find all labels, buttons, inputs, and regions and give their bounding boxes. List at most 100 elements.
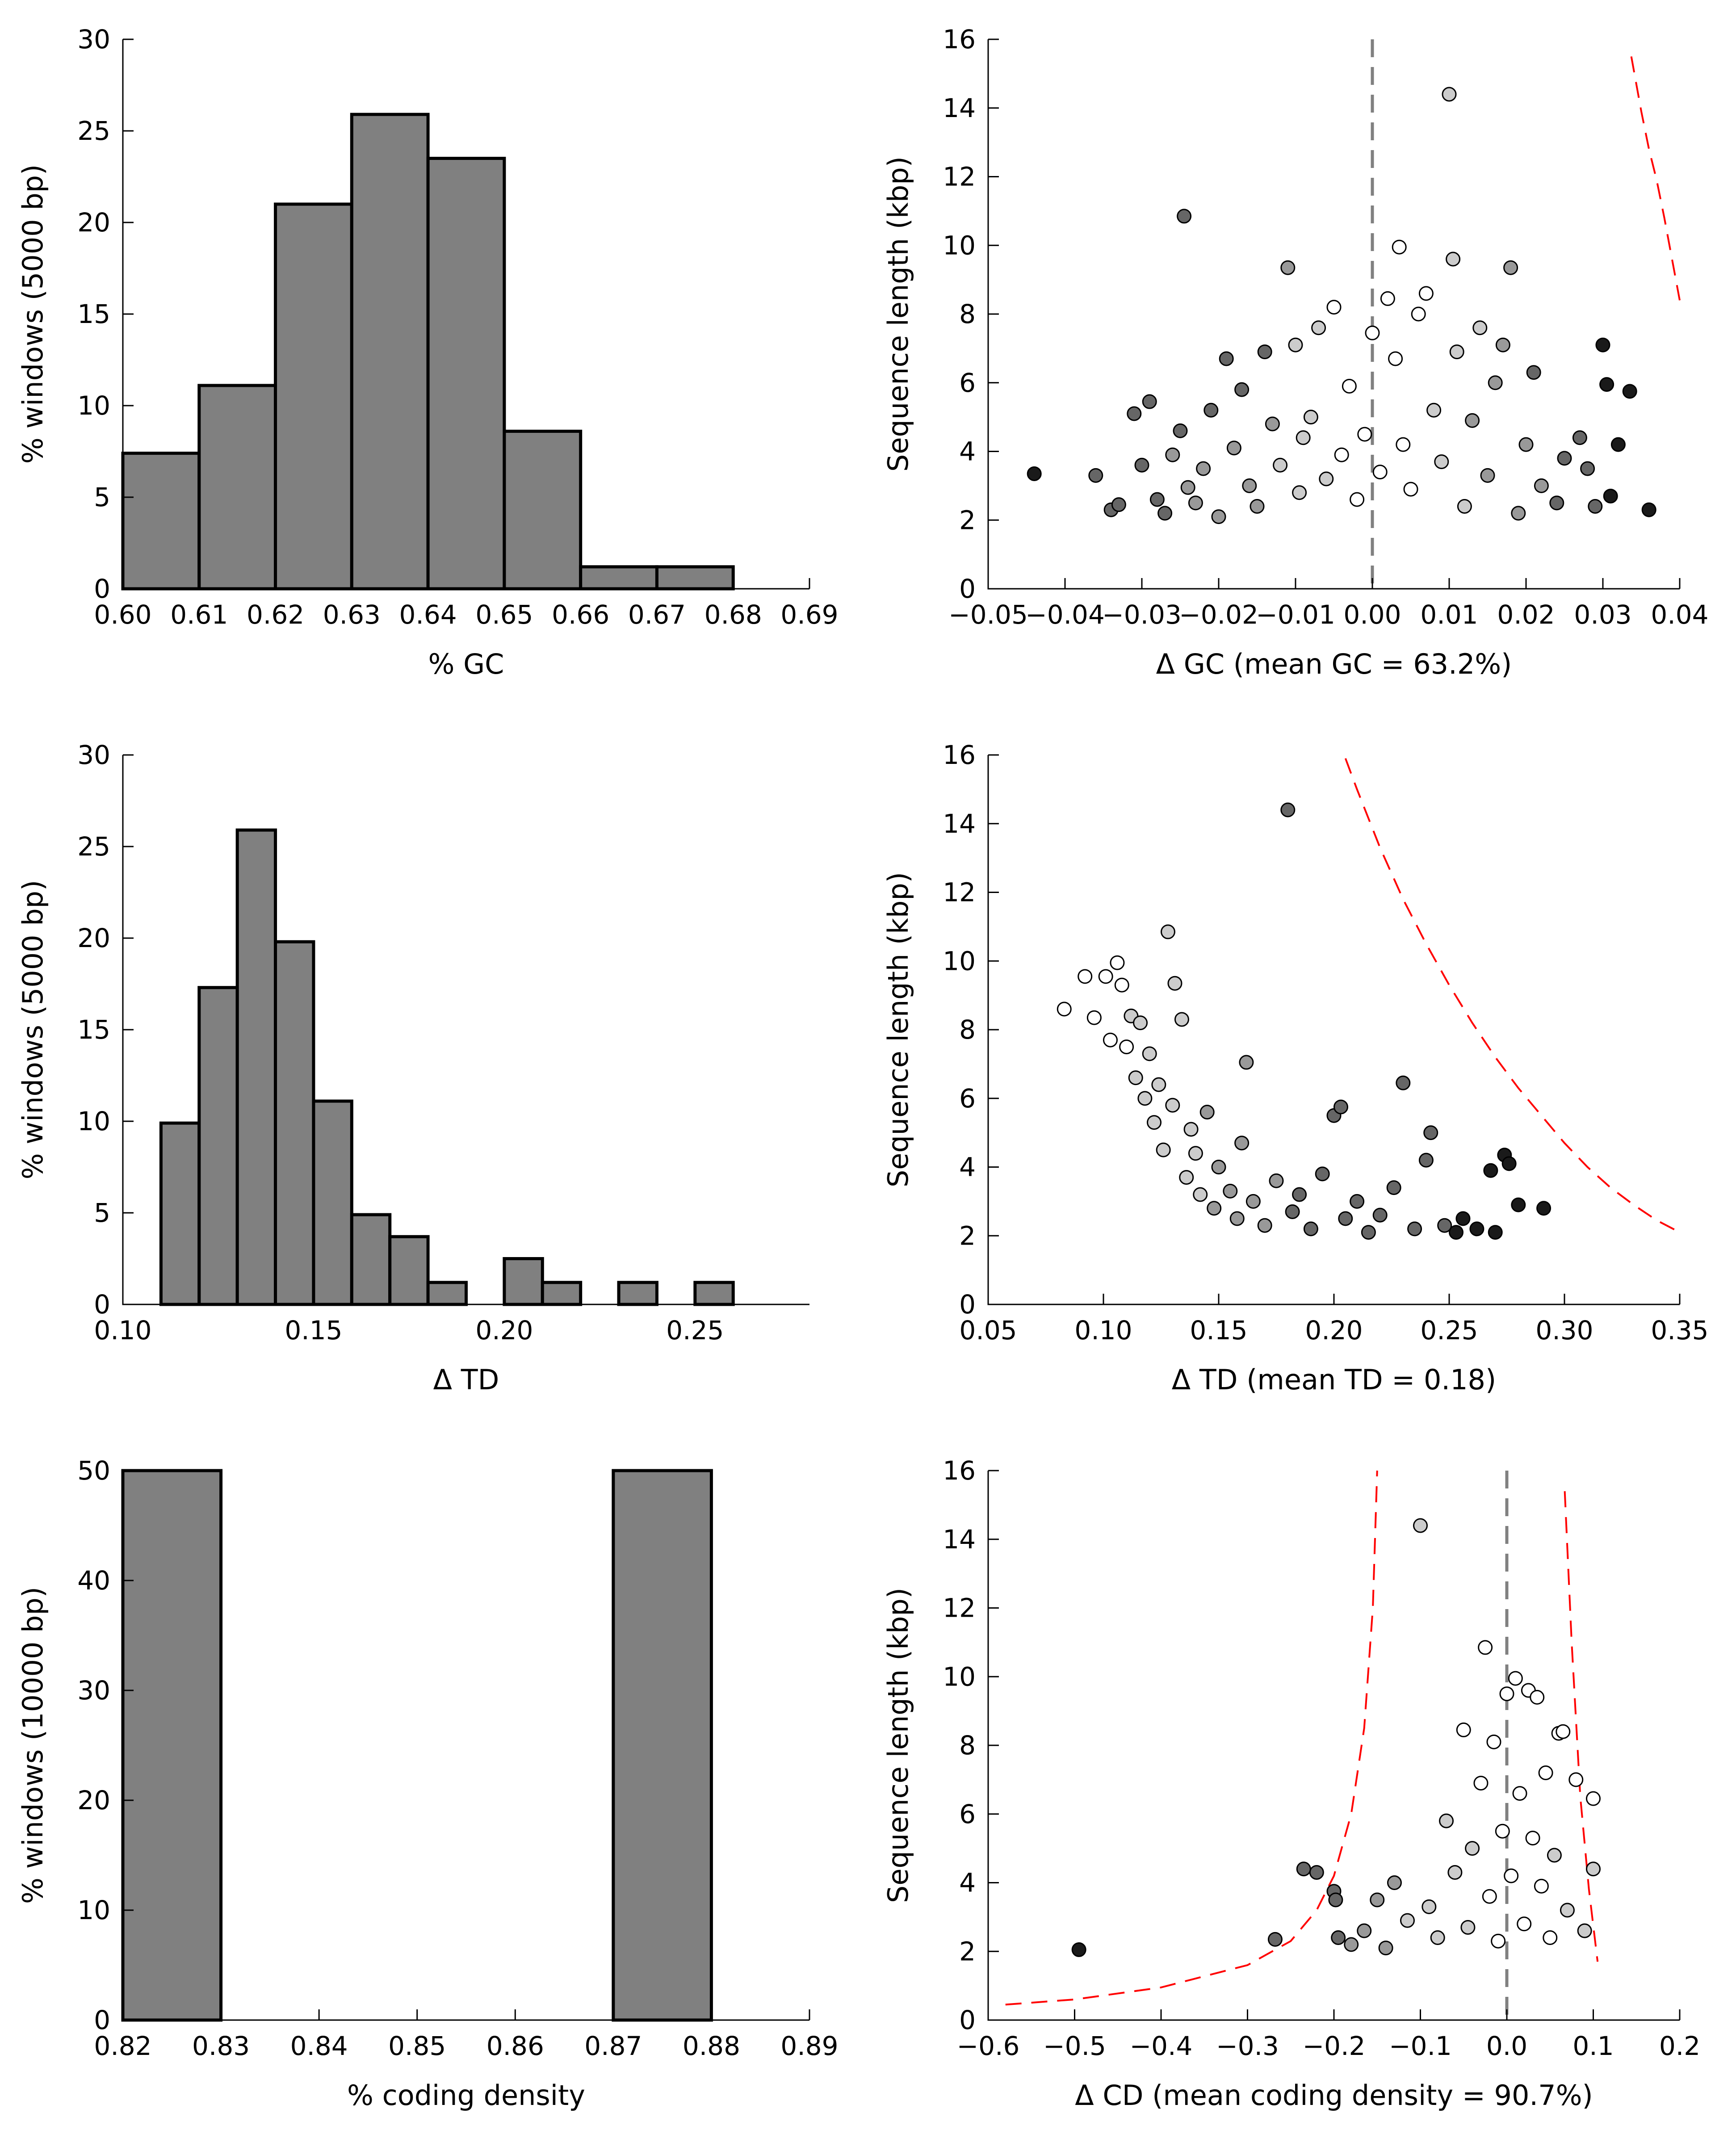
- scatter-point: [1547, 1848, 1562, 1863]
- scatter-point: [1556, 1724, 1571, 1739]
- y-tick-label: 30: [77, 740, 110, 770]
- scatter-point: [1180, 480, 1195, 495]
- y-tick-label: 20: [77, 923, 110, 953]
- scatter-point: [1446, 252, 1461, 267]
- scatter-point: [1257, 344, 1272, 360]
- x-tick-label: 0.2: [1659, 2031, 1700, 2061]
- scatter-point: [1285, 1204, 1300, 1219]
- scatter-point: [1595, 337, 1610, 352]
- scatter-point: [1250, 499, 1265, 514]
- scatter-point: [1338, 1211, 1353, 1226]
- x-tick-label: 0.66: [552, 599, 609, 630]
- scatter-point: [1179, 1170, 1194, 1185]
- histogram-bar: [274, 940, 315, 1306]
- scatter-point: [1165, 447, 1180, 462]
- histogram-bar: [503, 1257, 544, 1306]
- scatter-point: [1296, 430, 1311, 445]
- y-tick-label: 8: [959, 299, 976, 329]
- scatter-point: [1478, 1640, 1493, 1655]
- scatter-point: [1388, 351, 1403, 366]
- x-tick-label: 0.05: [959, 1315, 1017, 1346]
- y-tick-label: 4: [959, 436, 976, 467]
- panel-cd-scatter: −0.6 −0.5 −0.4 −0.3 −0.2 −0.1 0.0 0.1 0.2 0 2 4 6 8 10…: [882, 1455, 1700, 2112]
- panel-gc-scatter: −0.05−0.04−0.03−0.02−0.01 0.00 0.01 0.02 0.0…: [882, 24, 1709, 680]
- scatter-point: [1396, 1075, 1411, 1090]
- x-axis-label: % coding density: [347, 2079, 585, 2112]
- scatter-point: [1223, 1183, 1238, 1199]
- histogram-bar: [274, 202, 353, 591]
- axis-spines: [987, 755, 1680, 1305]
- x-tick-label: 0.84: [290, 2031, 348, 2061]
- scatter-point: [1538, 1765, 1553, 1780]
- scatter-point: [1495, 337, 1510, 352]
- scatter-point: [1517, 1916, 1532, 1932]
- scatter-point: [1469, 1221, 1484, 1237]
- scatter-point: [1239, 1055, 1254, 1070]
- scatter-point: [1386, 1180, 1401, 1195]
- scatter-point: [1480, 468, 1495, 483]
- scatter-point: [1455, 1211, 1471, 1226]
- scatter-point: [1572, 430, 1587, 445]
- scatter-point: [1392, 239, 1407, 255]
- scatter-point: [1134, 457, 1149, 473]
- y-tick-label: 6: [959, 1799, 976, 1829]
- y-tick-label: 10: [77, 390, 110, 421]
- scatter-point: [1473, 1776, 1489, 1791]
- scatter-point: [1439, 1813, 1454, 1828]
- histogram-bar: [655, 565, 735, 591]
- x-tick-label: 0.04: [1651, 599, 1708, 630]
- scatter-point: [1387, 1875, 1402, 1890]
- scatter-point: [1560, 1903, 1575, 1918]
- scatter-point: [1149, 492, 1165, 507]
- x-tick-label: 0.20: [475, 1315, 533, 1346]
- scatter-point: [1503, 260, 1518, 275]
- scatter-point: [1447, 1865, 1463, 1880]
- y-tick-label: 20: [77, 1785, 110, 1815]
- y-tick-label: 5: [94, 482, 110, 512]
- histogram-bar: [121, 452, 201, 591]
- y-tick-label: 12: [943, 877, 976, 908]
- scatter-point: [1442, 87, 1457, 102]
- x-tick-label: −0.03: [1102, 599, 1182, 630]
- scatter-point: [1326, 300, 1342, 315]
- scatter-point: [1292, 485, 1307, 500]
- scatter-point: [1257, 1218, 1272, 1233]
- x-tick-label: 0.63: [323, 599, 381, 630]
- x-axis-label: % GC: [428, 648, 504, 680]
- scatter-point: [1156, 1142, 1171, 1157]
- scatter-point: [1315, 1166, 1330, 1182]
- scatter-point: [1411, 306, 1426, 322]
- scatter-point: [1292, 1187, 1307, 1202]
- scatter-point: [1488, 1225, 1503, 1240]
- scatter-point: [1365, 325, 1380, 340]
- y-tick-label: 15: [77, 299, 110, 329]
- y-tick-label: 20: [77, 207, 110, 238]
- x-tick-label: 0.10: [1074, 1315, 1132, 1346]
- histogram-bar: [350, 1213, 392, 1306]
- x-tick-label: 0.01: [1420, 599, 1478, 630]
- scatter-point: [1303, 1221, 1318, 1237]
- y-tick-label: 10: [943, 230, 976, 260]
- y-tick-label: 2: [959, 505, 976, 535]
- scatter-point: [1357, 1923, 1372, 1938]
- scatter-point: [1160, 924, 1175, 939]
- y-tick-label: 16: [943, 1455, 976, 1486]
- y-tick-label: 25: [77, 831, 110, 862]
- scatter-point: [1380, 291, 1395, 306]
- scatter-point: [1488, 375, 1503, 390]
- x-tick-label: 0.64: [399, 599, 457, 630]
- y-tick-label: 10: [943, 946, 976, 976]
- x-tick-label: −0.2: [1303, 2031, 1366, 2061]
- y-axis-label: % windows (10000 bp): [17, 1587, 49, 1904]
- x-tick-label: 0.86: [486, 2031, 544, 2061]
- scatter-point: [1027, 466, 1042, 481]
- scatter-point: [1534, 478, 1549, 493]
- scatter-point: [1196, 461, 1211, 476]
- scatter-point: [1342, 378, 1357, 394]
- y-tick-label: 14: [943, 809, 976, 839]
- scatter-point: [1133, 1015, 1148, 1031]
- scatter-point: [1265, 416, 1280, 432]
- scatter-point: [1472, 320, 1488, 335]
- scatter-point: [1088, 468, 1103, 483]
- histogram-bar: [388, 1235, 430, 1306]
